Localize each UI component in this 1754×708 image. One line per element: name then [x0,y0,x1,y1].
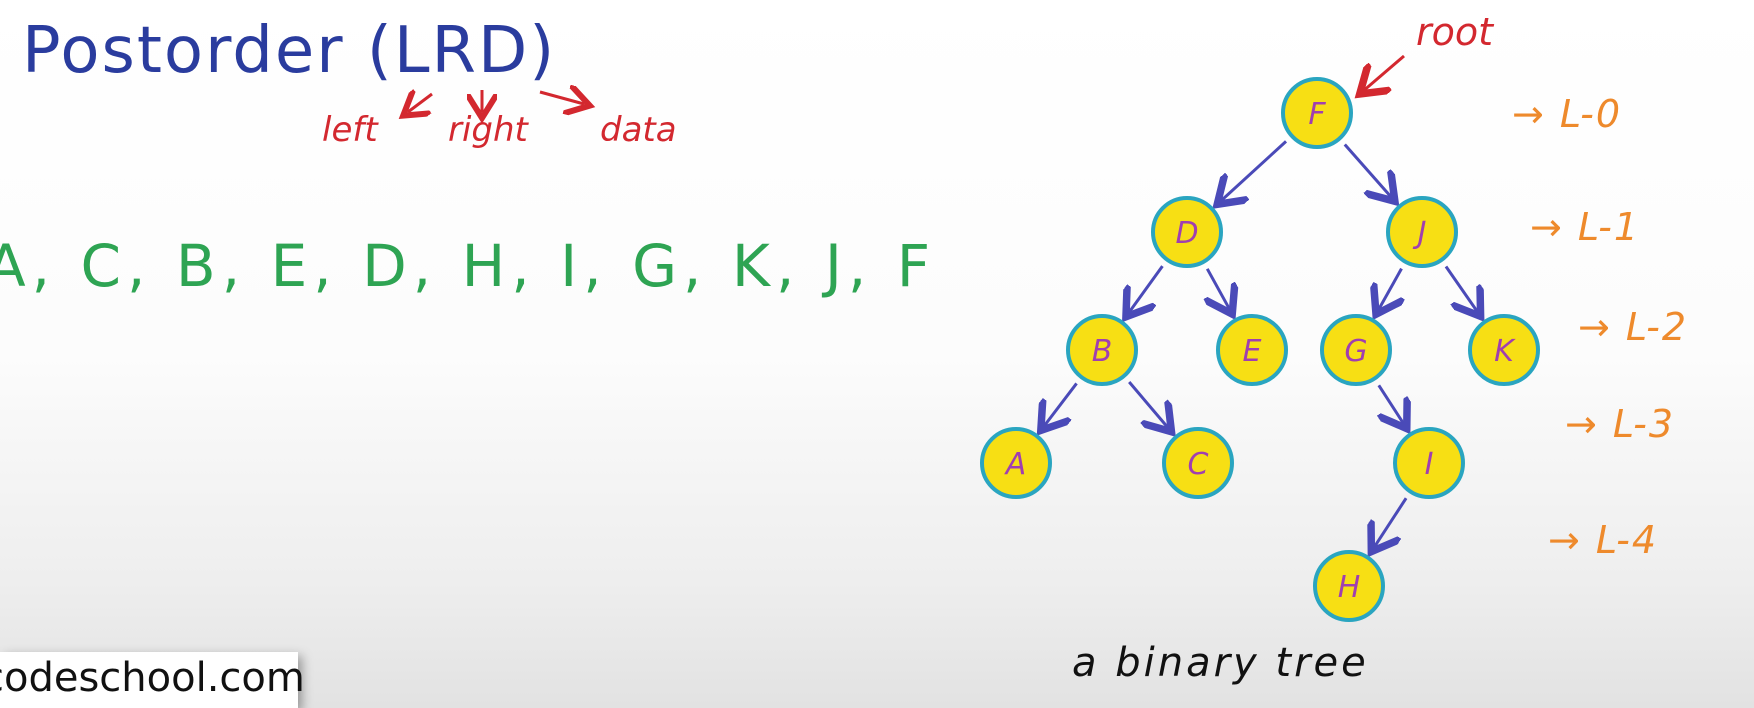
edge-F-J [1343,143,1393,199]
edge-B-A [1043,382,1078,428]
arrow-to-left [408,94,433,112]
caption: a binary tree [1072,640,1369,686]
edge-D-E [1207,268,1231,312]
node-circle [1151,196,1223,268]
node-label: C [1188,447,1209,482]
tree-node-b: B [1066,314,1138,386]
tree-node-k: K [1468,314,1540,386]
subtitle-left: left [322,110,378,150]
node-label: D [1175,216,1198,251]
node-circle [1313,550,1385,622]
edge-F-D [1219,140,1288,202]
title: Postorder (LRD) [22,14,557,88]
node-circle [1216,314,1288,386]
node-label: I [1425,447,1434,482]
node-circle [1281,77,1353,149]
edge-G-I [1379,384,1405,426]
watermark: codeschool.com [0,655,305,701]
node-label: B [1092,334,1113,369]
node-label: A [1004,447,1027,482]
node-label: E [1243,334,1262,369]
arrow-to-data [539,92,584,104]
node-circle [1393,427,1465,499]
node-circle [980,427,1052,499]
tree-node-j: J [1386,196,1458,268]
edge-J-K [1444,265,1479,313]
edge-I-H [1373,497,1408,549]
node-label: F [1308,97,1326,132]
node-circle [1162,427,1234,499]
postorder-sequence: A, C, B, E, D, H, I, G, K, J, F [0,232,937,300]
tree-node-d: D [1151,196,1223,268]
tree-node-f: F [1281,77,1353,149]
node-circle [1386,196,1458,268]
node-label: H [1338,570,1361,605]
edge-J-G [1377,267,1401,312]
node-circle [1066,314,1138,386]
node-circle [1468,314,1540,386]
tree-node-a: A [980,427,1052,499]
tree-node-e: E [1216,314,1288,386]
tree-node-h: H [1313,550,1385,622]
watermark-box: codeschool.com [0,652,305,708]
level-label-0: → L-0 [1512,92,1623,136]
edge-B-C [1128,381,1169,429]
node-label: K [1494,334,1516,369]
level-label-3: → L-3 [1565,402,1676,446]
node-label: G [1344,334,1367,369]
root-arrow [1362,54,1405,92]
node-circle [1320,314,1392,386]
tree-node-g: G [1320,314,1392,386]
tree-node-i: I [1393,427,1465,499]
subtitle-right: right [448,110,528,150]
root-label: root [1416,10,1494,54]
tree-node-c: C [1162,427,1234,499]
level-label-2: → L-2 [1578,305,1689,349]
edge-D-B [1128,265,1164,314]
level-label-4: → L-4 [1548,518,1659,562]
level-label-1: → L-1 [1530,205,1641,249]
subtitle-data: data [600,110,677,150]
